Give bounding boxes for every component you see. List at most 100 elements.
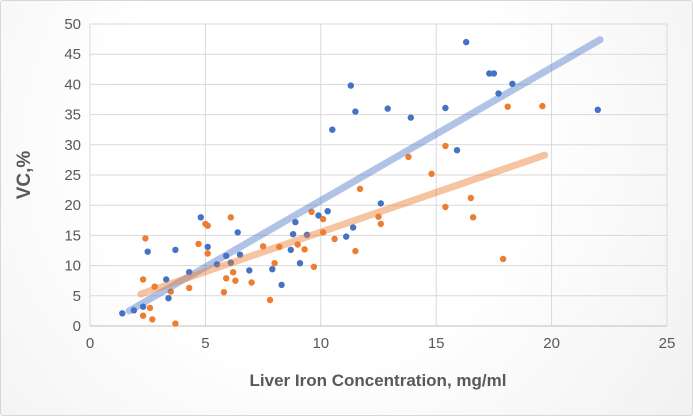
blue-scatter-point[interactable] <box>204 243 211 251</box>
y-tick-label: 45 <box>64 46 81 63</box>
y-tick-label: 5 <box>73 288 81 305</box>
blue-scatter-point[interactable] <box>186 269 193 276</box>
orange-scatter-point[interactable] <box>271 260 278 267</box>
orange-scatter-point[interactable] <box>499 255 507 263</box>
orange-scatter-point[interactable] <box>142 235 149 242</box>
orange-scatter-point[interactable] <box>172 320 179 327</box>
y-axis-title: VC,% <box>14 151 35 200</box>
orange-scatter-point[interactable] <box>220 289 228 296</box>
blue-scatter-point[interactable] <box>594 106 601 114</box>
blue-scatter-point[interactable] <box>442 104 449 112</box>
orange-scatter-point[interactable] <box>319 229 327 236</box>
y-tick-label: 30 <box>64 137 81 154</box>
blue-scatter-point[interactable] <box>278 281 285 289</box>
orange-scatter-point[interactable] <box>308 208 315 215</box>
blue-scatter-point[interactable] <box>197 214 204 221</box>
blue-scatter-point[interactable] <box>139 303 147 310</box>
blue-scatter-point[interactable] <box>130 307 138 314</box>
orange-scatter-point[interactable] <box>248 279 255 286</box>
blue-scatter-point[interactable] <box>384 105 391 112</box>
blue-scatter-point[interactable] <box>324 208 331 215</box>
orange-scatter-point[interactable] <box>319 215 327 223</box>
orange-scatter-point[interactable] <box>139 276 147 283</box>
x-tick-label: 25 <box>659 335 676 352</box>
orange-scatter-point[interactable] <box>442 142 449 150</box>
orange-scatter-point[interactable] <box>467 194 474 202</box>
blue-scatter-point[interactable] <box>119 310 126 317</box>
y-tick-label: 20 <box>64 197 81 214</box>
blue-scatter-point[interactable] <box>349 224 357 231</box>
orange-scatter-point[interactable] <box>375 213 382 220</box>
blue-scatter-point[interactable] <box>407 114 414 121</box>
blue-scatter-point[interactable] <box>495 90 502 97</box>
orange-scatter-point[interactable] <box>139 312 147 319</box>
y-tick-label: 10 <box>64 258 81 275</box>
orange-scatter-point[interactable] <box>232 277 239 284</box>
blue-scatter-point[interactable] <box>289 231 297 238</box>
orange-scatter-point[interactable] <box>504 103 511 110</box>
blue-scatter-point[interactable] <box>352 108 359 115</box>
orange-scatter-point[interactable] <box>276 243 283 251</box>
blue-scatter-point[interactable] <box>343 233 350 240</box>
orange-scatter-point[interactable] <box>204 250 211 257</box>
orange-scatter-point[interactable] <box>149 316 156 323</box>
orange-scatter-point[interactable] <box>223 275 230 282</box>
blue-scatter-point[interactable] <box>287 246 294 254</box>
orange-scatter-point[interactable] <box>167 288 174 295</box>
blue-scatter-point[interactable] <box>463 38 470 46</box>
orange-scatter-point[interactable] <box>259 243 267 250</box>
blue-scatter-point[interactable] <box>163 276 170 283</box>
orange-scatter-point[interactable] <box>405 153 412 161</box>
blue-scatter-point[interactable] <box>292 218 299 226</box>
y-tick-label: 25 <box>64 167 81 184</box>
orange-scatter-point[interactable] <box>266 296 274 304</box>
orange-scatter-point[interactable] <box>227 214 234 221</box>
orange-scatter-point[interactable] <box>186 284 193 292</box>
orange-scatter-point[interactable] <box>539 102 546 110</box>
y-tick-label: 0 <box>73 318 81 335</box>
blue-scatter-point[interactable] <box>172 246 179 254</box>
blue-scatter-point[interactable] <box>234 229 241 236</box>
blue-scatter-point[interactable] <box>303 231 311 238</box>
orange-scatter-point[interactable] <box>294 241 301 248</box>
blue-scatter-point[interactable] <box>490 70 498 77</box>
blue-scatter-point[interactable] <box>453 147 461 154</box>
orange-scatter-point[interactable] <box>204 222 211 229</box>
orange-scatter-point[interactable] <box>310 263 318 270</box>
blue-scatter-point[interactable] <box>377 200 384 207</box>
blue-scatter-point[interactable] <box>347 82 354 89</box>
blue-trendline[interactable] <box>125 36 604 315</box>
orange-scatter-point[interactable] <box>442 203 449 211</box>
blue-scatter-point[interactable] <box>315 212 322 219</box>
orange-scatter-point[interactable] <box>377 220 384 228</box>
blue-scatter-point[interactable] <box>246 267 253 274</box>
orange-scatter-point[interactable] <box>229 269 237 276</box>
blue-scatter-point[interactable] <box>165 295 172 302</box>
orange-scatter-point[interactable] <box>195 240 202 248</box>
x-tick-label: 10 <box>312 335 329 352</box>
blue-scatter-point[interactable] <box>213 261 221 268</box>
blue-scatter-point[interactable] <box>509 80 516 88</box>
x-tick-label: 5 <box>201 335 209 352</box>
blue-scatter-point[interactable] <box>223 252 230 260</box>
orange-scatter-point[interactable] <box>469 214 477 221</box>
blue-scatter-point[interactable] <box>329 126 336 133</box>
orange-trendline[interactable] <box>137 151 549 298</box>
orange-scatter-point[interactable] <box>356 185 364 193</box>
orange-scatter-point[interactable] <box>146 304 154 312</box>
orange-scatter-point[interactable] <box>352 247 359 255</box>
orange-scatter-point[interactable] <box>151 283 158 290</box>
orange-scatter-point[interactable] <box>331 235 338 243</box>
blue-scatter-point[interactable] <box>486 70 493 77</box>
orange-scatter-point[interactable] <box>428 170 435 177</box>
blue-scatter-point[interactable] <box>236 251 244 258</box>
blue-scatter-point[interactable] <box>227 259 234 266</box>
blue-scatter-point[interactable] <box>296 260 304 267</box>
blue-scatter-point[interactable] <box>144 248 151 255</box>
trendlines-layer <box>125 36 604 315</box>
blue-scatter-point[interactable] <box>269 266 276 273</box>
orange-scatter-point[interactable] <box>301 246 308 253</box>
x-tick-label: 15 <box>428 335 445 352</box>
